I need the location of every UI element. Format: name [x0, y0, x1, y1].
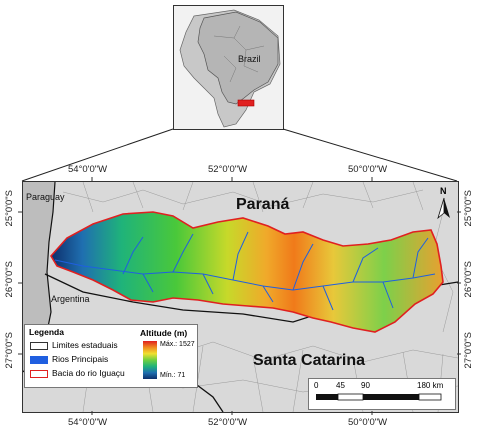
- country-label-paraguay: Paraguay: [26, 192, 65, 202]
- inset-basin-highlight: [237, 99, 255, 107]
- coord-bottom-50w: 50°0'0"W: [348, 417, 388, 428]
- coord-left-25s: 25°0'0"S: [4, 190, 15, 227]
- legend-swatch-state-limits: [30, 342, 48, 350]
- coord-left-27s: 27°0'0"S: [4, 332, 15, 369]
- coord-bottom-52w: 52°0'0"W: [208, 417, 248, 428]
- scale-label-45: 45: [336, 381, 345, 390]
- coord-bottom-54w: 54°0'0"W: [68, 417, 108, 428]
- scale-bar: 0 45 90 180 km: [308, 378, 456, 410]
- iguacu-basin: [50, 211, 444, 333]
- country-label-argentina: Argentina: [51, 294, 90, 304]
- coord-right-27s: 27°0'0"S: [463, 332, 474, 369]
- coord-top-50w: 50°0'0"W: [348, 164, 388, 175]
- scale-label-90: 90: [361, 381, 370, 390]
- legend: Legenda Limites estaduais Rios Principai…: [24, 324, 198, 388]
- main-rivers: [54, 231, 436, 311]
- inset-map: Brazil: [173, 5, 284, 130]
- legend-altitude-min: Mín.: 71: [160, 372, 186, 379]
- coord-left-26s: 26°0'0"S: [4, 261, 15, 298]
- legend-label-rivers: Rios Principais: [52, 354, 109, 364]
- legend-altitude-max: Máx.: 1527: [160, 341, 195, 348]
- north-arrow-label: N: [440, 186, 447, 196]
- legend-label-basin: Bacia do rio Iguaçu: [52, 368, 125, 378]
- state-boundary-2: [192, 381, 224, 412]
- state-label-parana: Paraná: [236, 196, 290, 213]
- legend-swatch-rivers: [30, 356, 48, 364]
- scale-label-0: 0: [314, 381, 319, 390]
- inset-map-svg: [179, 9, 281, 128]
- legend-altitude-ramp: [143, 341, 157, 379]
- inset-country-label: Brazil: [238, 54, 261, 64]
- state-label-santa-catarina: Santa Catarina: [253, 352, 366, 369]
- legend-altitude-title: Altitude (m): [140, 328, 188, 338]
- scale-bar-graphic: [316, 393, 442, 401]
- coord-top-54w: 54°0'0"W: [68, 164, 108, 175]
- north-arrow-icon: [437, 197, 450, 220]
- north-arrow: N: [433, 186, 455, 220]
- legend-swatch-basin: [30, 370, 48, 378]
- scale-label-180: 180 km: [417, 381, 444, 390]
- inset-brazil: [197, 11, 279, 105]
- coord-top-52w: 52°0'0"W: [208, 164, 248, 175]
- coord-right-25s: 25°0'0"S: [463, 190, 474, 227]
- legend-title: Legenda: [29, 327, 64, 337]
- coord-right-26s: 26°0'0"S: [463, 261, 474, 298]
- legend-label-state-limits: Limites estaduais: [52, 340, 118, 350]
- inset-state-lines: [213, 25, 265, 83]
